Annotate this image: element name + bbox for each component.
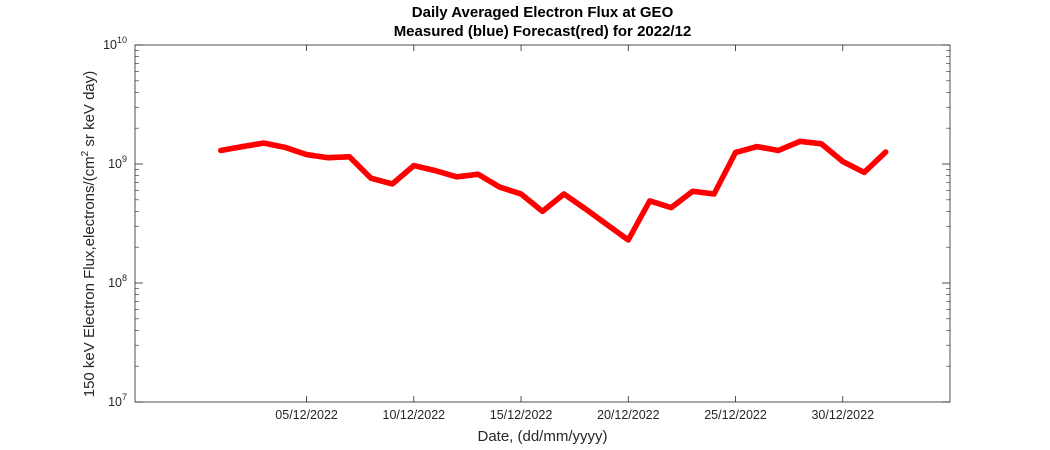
- data-point: [882, 149, 889, 155]
- y-tick-label: 109: [108, 154, 127, 171]
- x-tick-label: 10/12/2022: [383, 408, 446, 422]
- y-tick-base: 10: [108, 276, 122, 290]
- ticks-layer: 05/12/2022 10/12/2022 15/12/2022 20/12/2022…: [103, 35, 950, 422]
- y-tick-label: 107: [108, 392, 127, 409]
- y-tick-label: 1010: [103, 35, 127, 52]
- x-axis-label: Date, (dd/mm/yyyy): [477, 428, 608, 445]
- x-tick-label: 20/12/2022: [597, 408, 660, 422]
- x-tick-label: 05/12/2022: [275, 408, 338, 422]
- y-tick-exp: 10: [117, 35, 127, 45]
- plot-frame: [134, 44, 951, 403]
- plot-area: [135, 45, 950, 402]
- y-tick-exp: 8: [122, 273, 127, 283]
- y-tick-label: 108: [108, 273, 127, 290]
- y-axis-label-suffix: sr keV day): [81, 70, 98, 151]
- y-axis-label-prefix: 150 keV Electron Flux,electrons/(cm: [81, 156, 98, 398]
- x-tick-label: 15/12/2022: [490, 408, 553, 422]
- y-tick-base: 10: [108, 157, 122, 171]
- y-tick-base: 10: [103, 38, 117, 52]
- x-tick-label: 30/12/2022: [811, 408, 874, 422]
- series-markers: [217, 138, 889, 243]
- x-tick-label: 25/12/2022: [704, 408, 767, 422]
- chart-subtitle: Measured (blue) Forecast(red) for 2022/1…: [393, 23, 692, 40]
- series-layer: [217, 138, 889, 243]
- y-tick-exp: 9: [122, 154, 127, 164]
- chart-title: Daily Averaged Electron Flux at GEO: [411, 4, 674, 21]
- y-axis-label: 150 keV Electron Flux,electrons/(cm2 sr …: [78, 34, 98, 434]
- y-tick-exp: 7: [122, 392, 127, 402]
- y-axis-label-sup: 2: [80, 150, 91, 157]
- y-tick-base: 10: [108, 395, 122, 409]
